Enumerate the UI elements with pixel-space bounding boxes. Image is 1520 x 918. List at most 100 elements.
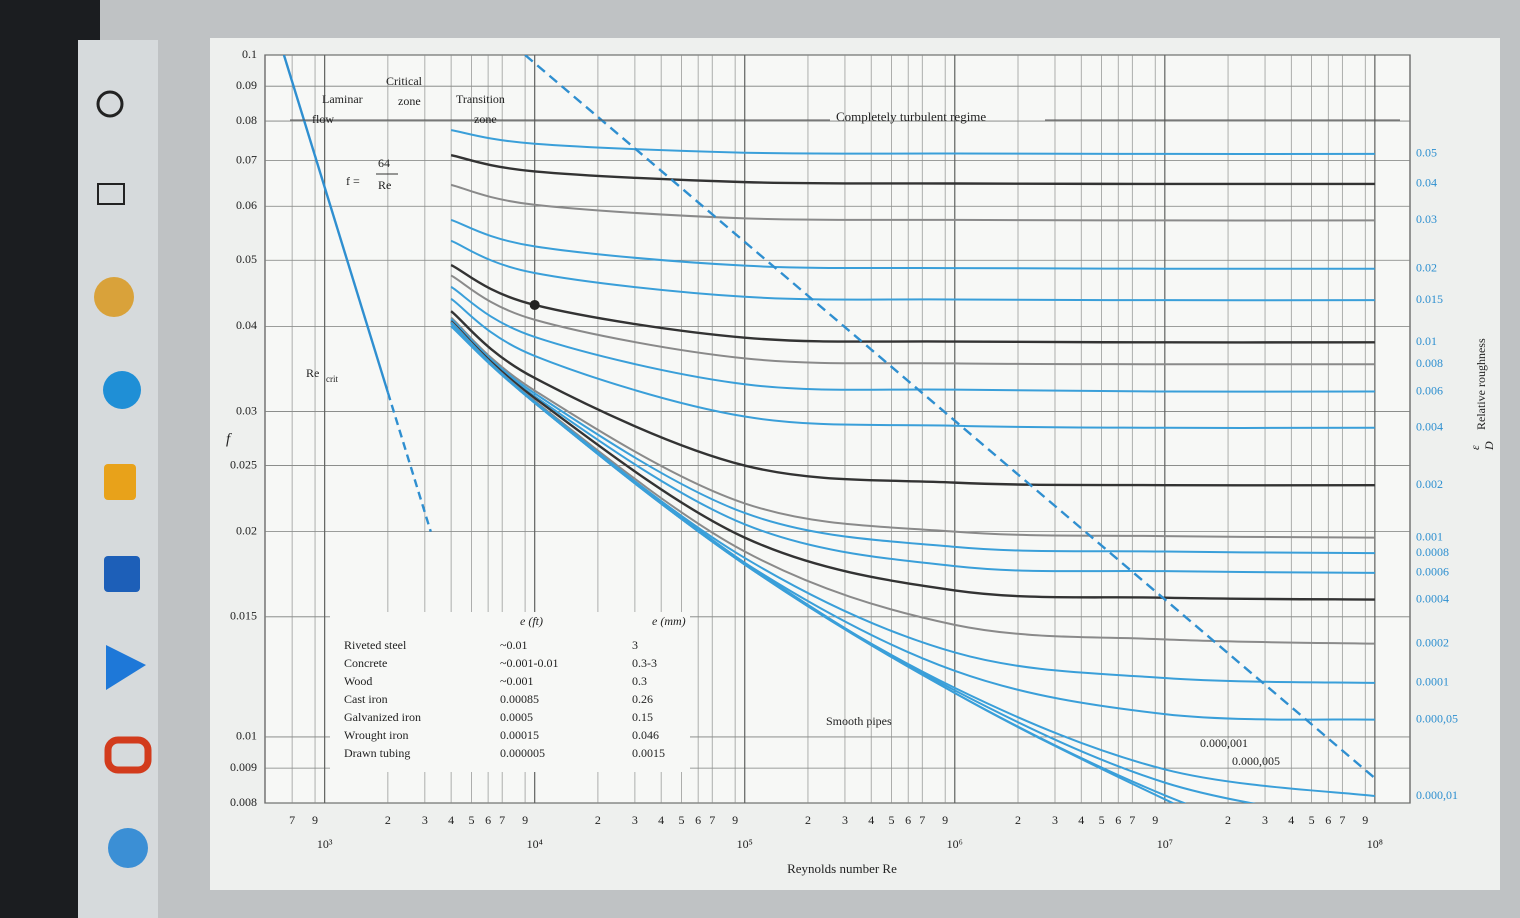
x-tick-label: 4 xyxy=(658,813,664,827)
table-cell: 0.3 xyxy=(632,674,647,688)
roughness-curve xyxy=(450,297,1375,429)
x-tick-label: 2 xyxy=(595,813,601,827)
y-tick-label: 0.08 xyxy=(236,113,257,127)
roughness-curve xyxy=(450,320,1375,601)
x-tick-label: 3 xyxy=(422,813,428,827)
y-tick-label: 0.009 xyxy=(230,760,257,774)
x-tick-label: 6 xyxy=(1115,813,1121,827)
roughness-label: 0.001 xyxy=(1416,529,1443,543)
roughness-curve xyxy=(450,286,1375,393)
laminar-extension xyxy=(386,392,432,532)
x-tick-label: 7 xyxy=(1339,813,1345,827)
table-cell: 0.15 xyxy=(632,710,653,724)
annotation: zone xyxy=(474,112,497,126)
roughness-curve xyxy=(450,183,1375,222)
table-cell: 0.0015 xyxy=(632,746,665,760)
x-axis-label: Reynolds number Re xyxy=(787,861,897,876)
x-tick-label: 5 xyxy=(468,813,474,827)
x-tick-label: 7 xyxy=(289,813,295,827)
x-tick-label: 2 xyxy=(1015,813,1021,827)
x-tick-label: 9 xyxy=(522,813,528,827)
annotation: Laminar xyxy=(322,92,363,106)
office-icon[interactable] xyxy=(104,736,152,774)
roughness-label: 0.03 xyxy=(1416,212,1437,226)
table-cell: 0.26 xyxy=(632,692,653,706)
x-tick-label: 4 xyxy=(1288,813,1294,827)
roughness-label: 0.015 xyxy=(1416,292,1443,306)
x-tick-label: 3 xyxy=(1262,813,1268,827)
annotation: Transition xyxy=(456,92,505,106)
search-icon[interactable] xyxy=(96,90,124,118)
task-view-icon[interactable] xyxy=(97,183,125,205)
x-tick-label: 5 xyxy=(679,813,685,827)
x-tick-label: 10⁶ xyxy=(947,837,963,851)
x-tick-label: 9 xyxy=(1362,813,1368,827)
roughness-curve xyxy=(450,318,1375,555)
x-tick-label: 7 xyxy=(499,813,505,827)
table-cell: 3 xyxy=(632,638,638,652)
x-tick-label: 6 xyxy=(485,813,491,827)
table-cell: 0.00015 xyxy=(500,728,539,742)
table-cell: Galvanized iron xyxy=(344,710,421,724)
transition-boundary xyxy=(524,55,1376,780)
annotation: crit xyxy=(326,374,338,384)
x-tick-label: 2 xyxy=(385,813,391,827)
roughness-label: 0.002 xyxy=(1416,477,1443,491)
annotation: Re xyxy=(378,178,391,192)
y-tick-label: 0.02 xyxy=(236,523,257,537)
annotation: f = xyxy=(346,174,360,188)
table-cell: 0.3-3 xyxy=(632,656,657,670)
roughness-label: 0.05 xyxy=(1416,146,1437,160)
table-header: e (mm) xyxy=(652,614,686,628)
y-tick-label: 0.04 xyxy=(236,318,257,332)
x-tick-label: 5 xyxy=(889,813,895,827)
table-header: e (ft) xyxy=(520,614,543,628)
roughness-label: 0.0008 xyxy=(1416,545,1449,559)
table-cell: Cast iron xyxy=(344,692,388,706)
roughness-label: 0.0002 xyxy=(1416,635,1449,649)
curve-label: Smooth pipes xyxy=(826,714,892,728)
x-tick-label: 9 xyxy=(312,813,318,827)
table-cell: ~0.001-0.01 xyxy=(500,656,559,670)
x-tick-label: 10⁴ xyxy=(527,837,543,851)
roughness-label: 0.008 xyxy=(1416,356,1443,370)
x-tick-label: 2 xyxy=(805,813,811,827)
table-cell: 0.046 xyxy=(632,728,659,742)
y-tick-label: 0.05 xyxy=(236,252,257,266)
roughness-curve xyxy=(450,239,1375,302)
app-icon[interactable] xyxy=(106,645,146,690)
annotation: 64 xyxy=(378,156,390,170)
x-tick-label: 10⁵ xyxy=(737,837,753,851)
x-tick-label: 7 xyxy=(1129,813,1135,827)
x-tick-label: 10³ xyxy=(317,837,333,851)
y-tick-label: 0.025 xyxy=(230,457,257,471)
y-tick-label: 0.008 xyxy=(230,795,257,809)
roughness-label: 0.02 xyxy=(1416,260,1437,274)
roughness-label: 0.0006 xyxy=(1416,565,1449,579)
y-tick-label: 0.09 xyxy=(236,78,257,92)
y-tick-label: 0.07 xyxy=(236,152,257,166)
x-tick-label: 7 xyxy=(709,813,715,827)
edge-icon[interactable] xyxy=(103,371,141,409)
x-tick-label: 6 xyxy=(695,813,701,827)
table-cell: Riveted steel xyxy=(344,638,407,652)
roughness-curve xyxy=(450,154,1375,186)
files-icon[interactable] xyxy=(104,464,136,500)
y-axis-label: f xyxy=(226,431,232,447)
roughness-label: 0.01 xyxy=(1416,334,1437,348)
x-tick-label: 4 xyxy=(1078,813,1084,827)
y-tick-label: 0.06 xyxy=(236,198,257,212)
roughness-curve xyxy=(450,316,1375,539)
roughness-curve xyxy=(450,218,1375,270)
chrome-icon[interactable] xyxy=(94,277,134,317)
roughness-label: 0.004 xyxy=(1416,420,1443,434)
y-tick-label: 0.03 xyxy=(236,403,257,417)
table-cell: ~0.001 xyxy=(500,674,534,688)
curve-label: 0.000,005 xyxy=(1232,754,1280,768)
y-tick-label: 0.01 xyxy=(236,729,257,743)
roughness-curve xyxy=(450,129,1375,155)
chrome-icon-2[interactable] xyxy=(108,828,148,868)
store-icon[interactable] xyxy=(104,556,140,592)
